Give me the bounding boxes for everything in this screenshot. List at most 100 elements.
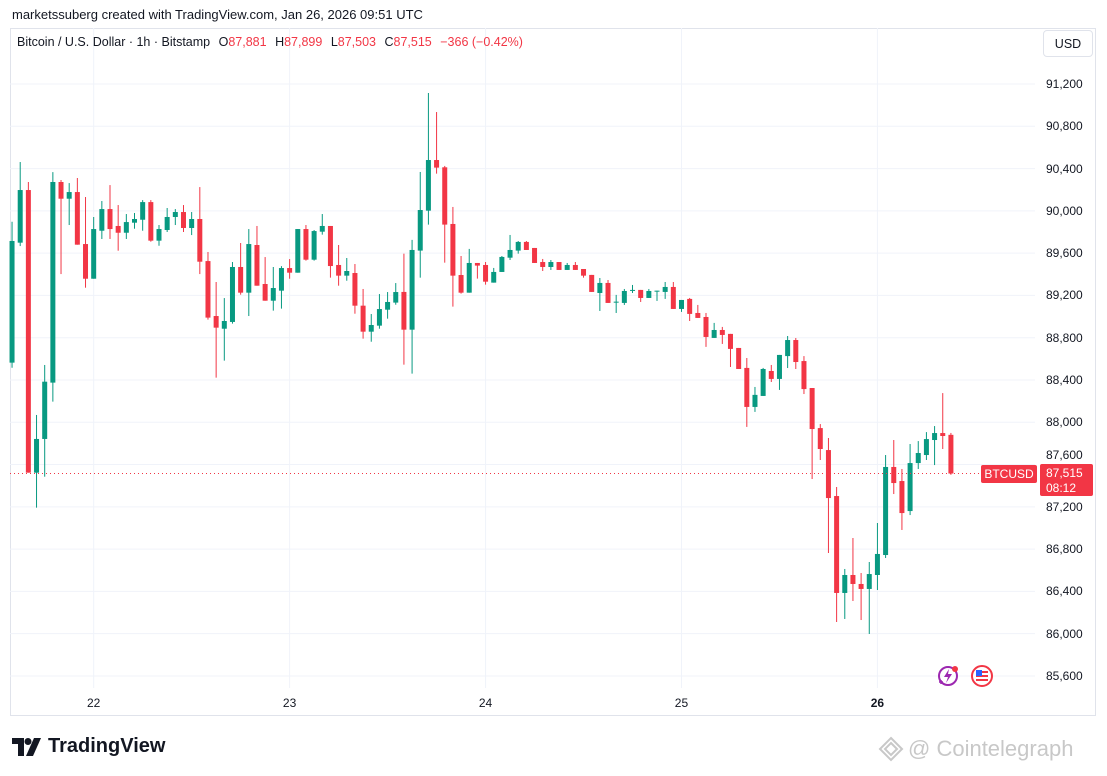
candle <box>646 288 652 298</box>
candle-body <box>923 439 929 456</box>
candle-body <box>687 298 693 314</box>
candle <box>425 93 431 225</box>
candle-body <box>344 271 350 276</box>
bar-countdown: 08:12 <box>1046 481 1077 495</box>
candle <box>523 240 529 250</box>
candle-body <box>164 216 170 230</box>
candle-body <box>638 289 644 298</box>
candle <box>662 281 668 299</box>
candle-body <box>940 433 946 437</box>
candle-body <box>532 247 538 263</box>
chart-pane[interactable] <box>10 28 1096 716</box>
candle <box>695 304 701 318</box>
candle-body <box>319 225 325 232</box>
candle-body <box>254 245 260 286</box>
currency-button[interactable]: USD <box>1043 30 1093 57</box>
candle <box>352 264 358 314</box>
candle <box>491 267 497 283</box>
candle-body <box>50 182 56 383</box>
candle-body <box>148 202 154 241</box>
high-value: 87,899 <box>284 35 323 49</box>
candle <box>180 205 186 233</box>
candle <box>238 242 244 295</box>
candle <box>66 183 72 226</box>
candle-body <box>850 574 856 584</box>
candle-body <box>776 354 782 379</box>
candle <box>842 568 848 619</box>
candle <box>776 354 782 390</box>
candle <box>336 245 342 286</box>
candle <box>801 356 807 395</box>
candle-body <box>262 284 268 301</box>
time-tick-label: 24 <box>478 696 493 710</box>
candle-body <box>695 312 701 318</box>
candle-body <box>42 381 48 439</box>
candle-body <box>825 450 831 499</box>
time-tick-label: 26 <box>870 696 885 710</box>
candle <box>327 225 333 278</box>
time-tick-label: 23 <box>282 696 297 710</box>
high-label: H <box>275 35 285 49</box>
candle <box>189 212 195 236</box>
price-tick-label: 88,400 <box>1046 372 1083 387</box>
candle <box>572 262 578 270</box>
candle <box>156 225 162 246</box>
symbol-title[interactable]: Bitcoin / U.S. Dollar · 1h · Bitstamp <box>17 35 211 49</box>
candle-body <box>785 340 791 357</box>
candle-body <box>760 368 766 396</box>
candle-body <box>589 274 595 292</box>
price-tick-label: 88,800 <box>1046 330 1083 345</box>
candle <box>83 197 89 288</box>
candle <box>197 187 203 275</box>
candle-body <box>229 266 235 322</box>
candle-body <box>630 289 636 291</box>
candle <box>99 201 105 239</box>
candle <box>483 262 489 285</box>
candle <box>287 259 293 279</box>
chart-event-icons <box>936 664 994 688</box>
candle <box>115 205 121 251</box>
candle <box>883 455 889 558</box>
candle-body <box>458 275 464 293</box>
candle-body <box>801 361 807 390</box>
us-flag-icon[interactable] <box>970 664 994 688</box>
candle-body <box>474 262 480 266</box>
candle-body <box>376 309 382 326</box>
candle-body <box>132 218 138 223</box>
candle-body <box>523 241 529 250</box>
candle <box>442 165 448 263</box>
candle-body <box>736 347 742 369</box>
candle <box>50 172 56 402</box>
candle-body <box>572 264 578 270</box>
candle <box>344 258 350 281</box>
candle-body <box>466 262 472 293</box>
candle <box>907 444 913 516</box>
candle <box>515 240 521 254</box>
candle-body <box>744 367 750 407</box>
candle-body <box>91 229 97 279</box>
chart-credit: marketssuberg created with TradingView.c… <box>12 7 423 22</box>
tradingview-logo[interactable]: TradingView <box>12 735 165 758</box>
candle <box>311 229 317 261</box>
candle-body <box>295 229 301 273</box>
candle <box>589 274 595 292</box>
candle <box>401 253 407 365</box>
candle <box>858 572 864 621</box>
candle <box>450 206 456 307</box>
candle-body <box>491 271 497 283</box>
price-tick-label: 91,200 <box>1046 77 1083 92</box>
price-tick-label: 90,800 <box>1046 119 1083 134</box>
candle <box>785 336 791 369</box>
candle-body <box>9 240 15 363</box>
lightning-icon[interactable] <box>936 664 960 688</box>
close-label: C <box>384 35 394 49</box>
candle <box>246 229 252 317</box>
candle <box>825 438 831 554</box>
candle-body <box>613 301 619 303</box>
candle <box>711 322 717 338</box>
open-value: 87,881 <box>228 35 267 49</box>
candle-body <box>327 225 333 267</box>
candle-body <box>899 481 905 514</box>
candle-body <box>834 496 840 593</box>
